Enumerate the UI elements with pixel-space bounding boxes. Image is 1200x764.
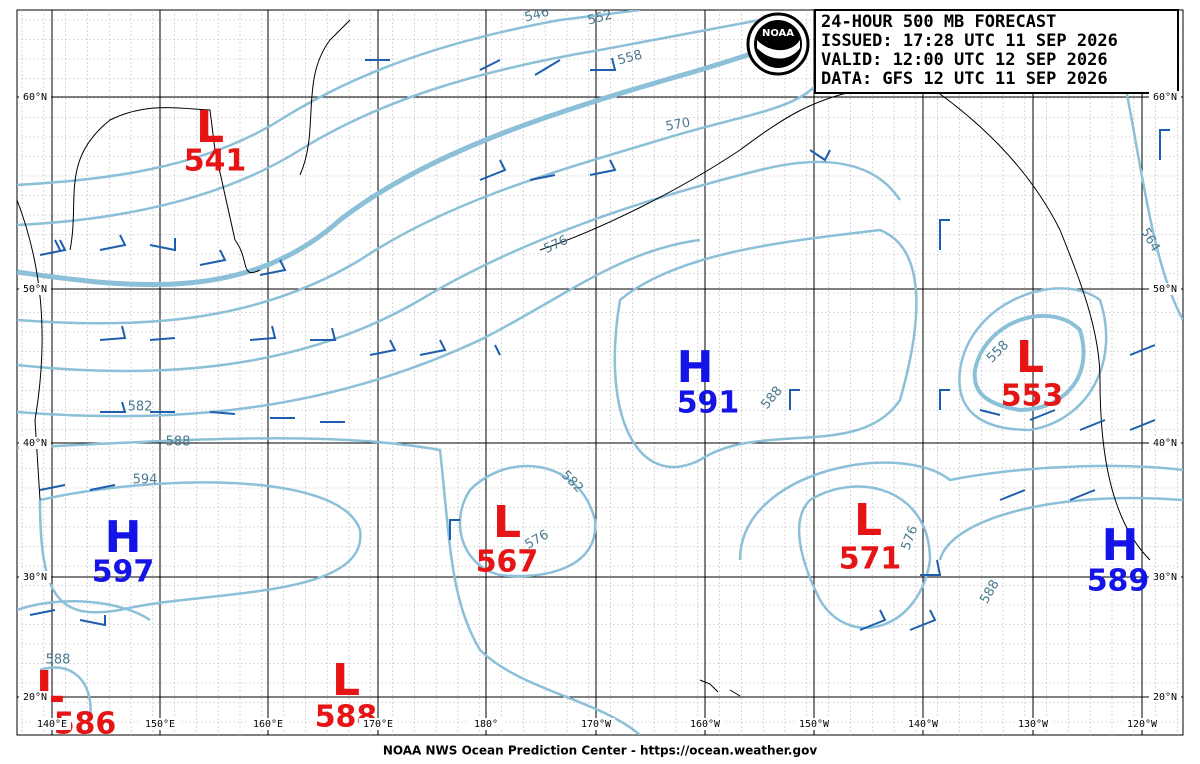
lat-label-bg xyxy=(1149,691,1181,703)
center-letter: H xyxy=(105,512,142,563)
lon-label-bg xyxy=(686,718,724,730)
logo-bird xyxy=(757,40,800,59)
header-line: 24-HOUR 500 MB FORECAST xyxy=(821,12,1056,32)
lat-label: 20°N xyxy=(1153,692,1177,703)
lon-label-bg xyxy=(577,718,615,730)
center-value: 597 xyxy=(92,555,155,590)
lon-label: 150°W xyxy=(799,719,830,730)
lon-label-bg xyxy=(904,718,942,730)
lat-label-bg xyxy=(1149,571,1181,583)
lon-label: 140°E xyxy=(37,719,67,730)
center-letter: L xyxy=(332,655,360,706)
center-letter: H xyxy=(677,342,714,393)
lat-label: 60°N xyxy=(23,92,47,103)
center-letter: H xyxy=(1102,520,1139,571)
lon-label: 170°W xyxy=(581,719,612,730)
lat-label-bg xyxy=(19,691,51,703)
contour-label: 552 xyxy=(586,8,614,29)
center-letter: L xyxy=(493,497,521,548)
lat-label-bg xyxy=(19,283,51,295)
lat-label: 30°N xyxy=(1153,572,1177,583)
grid xyxy=(17,10,1183,735)
lon-label-bg xyxy=(249,718,287,730)
lat-label: 20°N xyxy=(23,692,47,703)
center-value: 567 xyxy=(476,545,539,580)
lat-label-bg xyxy=(19,571,51,583)
map-frame xyxy=(16,9,1184,736)
lat-label-bg xyxy=(1149,283,1181,295)
lat-label: 50°N xyxy=(1153,284,1177,295)
contour-label: 570 xyxy=(664,115,691,134)
lat-label: 30°N xyxy=(23,572,47,583)
lat-label: 40°N xyxy=(23,438,47,449)
footer: NOAA NWS Ocean Prediction Center - https… xyxy=(383,744,817,758)
wind-barbs xyxy=(29,57,1170,631)
lon-label: 160°E xyxy=(253,719,283,730)
header-box xyxy=(814,9,1179,94)
lon-label-bg xyxy=(141,718,179,730)
contour-label: 588 xyxy=(166,435,191,450)
lon-label: 170°E xyxy=(363,719,393,730)
lon-label-bg xyxy=(795,718,833,730)
lon-label-bg xyxy=(33,718,71,730)
lat-label: 50°N xyxy=(23,284,47,295)
lat-label: 60°N xyxy=(1153,92,1177,103)
contour-label: 594 xyxy=(133,473,158,488)
contour-label: 558 xyxy=(616,48,644,69)
center-value: 591 xyxy=(677,386,740,421)
center-letter: L xyxy=(196,102,224,153)
lat-label-bg xyxy=(1149,91,1181,103)
lat-label-bg xyxy=(19,91,51,103)
center-value: 571 xyxy=(839,542,902,577)
center-value: 553 xyxy=(1001,379,1064,414)
contour-label: 582 xyxy=(128,400,153,415)
header-line: VALID: 12:00 UTC 12 SEP 2026 xyxy=(821,50,1108,70)
lon-label: 180° xyxy=(474,719,498,730)
isobars xyxy=(17,10,1183,735)
lon-label: 120°W xyxy=(1127,719,1158,730)
lon-label-bg xyxy=(467,718,505,730)
lat-label: 40°N xyxy=(1153,438,1177,449)
center-value: 541 xyxy=(184,144,247,179)
header-line: ISSUED: 17:28 UTC 11 SEP 2026 xyxy=(821,31,1118,51)
lon-label-bg xyxy=(359,718,397,730)
center-value: 589 xyxy=(1087,564,1150,599)
lon-label-bg xyxy=(1123,718,1161,730)
coastlines xyxy=(17,19,1151,697)
lat-label-bg xyxy=(19,437,51,449)
contour-label: 588 xyxy=(46,653,71,668)
lon-label: 130°W xyxy=(1018,719,1049,730)
center-letter: L xyxy=(1016,332,1044,383)
lon-label-bg xyxy=(1014,718,1052,730)
logo-text: NOAA xyxy=(762,28,794,39)
center-letter: L xyxy=(36,662,64,713)
center-letter: L xyxy=(854,495,882,546)
header-line: DATA: GFS 12 UTC 11 SEP 2026 xyxy=(821,69,1108,89)
lon-label: 140°W xyxy=(908,719,939,730)
lon-label: 150°E xyxy=(145,719,175,730)
lat-label-bg xyxy=(1149,437,1181,449)
lon-label: 160°W xyxy=(690,719,721,730)
